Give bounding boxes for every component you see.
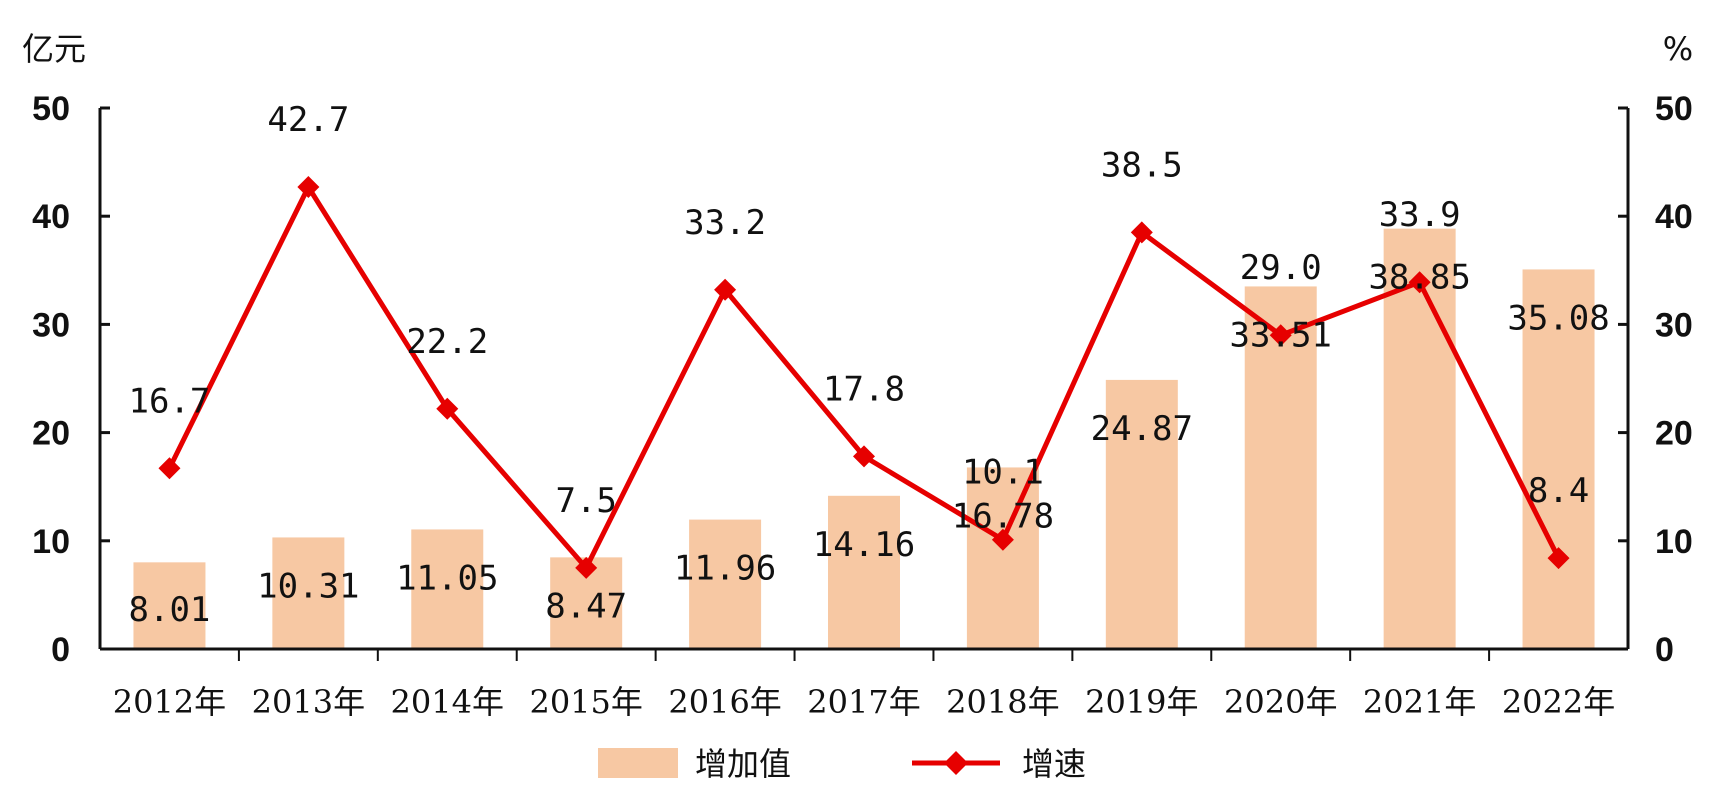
line-label-5: 17.8 [823,369,905,409]
bar-5 [828,495,900,649]
line-label-7: 38.5 [1101,145,1183,185]
line-label-1: 42.7 [267,100,349,140]
right-tick-label-5: 50 [1655,90,1693,128]
bar-label-1: 10.31 [257,566,359,606]
bar-10 [1522,269,1595,649]
bar-label-5: 14.16 [813,525,915,565]
line-marker-5 [853,445,875,468]
right-tick-label-4: 40 [1655,198,1693,236]
bar-label-3: 8.47 [545,586,627,626]
x-tick-label-1: 2013年 [252,683,365,721]
left-tick-label-1: 10 [32,523,70,561]
line-marker-6 [991,528,1014,551]
left-tick-label-5: 50 [32,90,70,128]
x-tick-label-5: 2017年 [807,683,920,721]
left-tick-label-4: 40 [32,198,70,236]
line-marker-1 [297,175,320,198]
bar-1 [272,537,345,649]
legend: 增加值 增速 [598,745,1086,783]
right-tick-label-0: 0 [1655,631,1674,669]
right-tick-label-1: 10 [1655,523,1693,561]
right-tick-label-2: 20 [1655,415,1693,453]
line-marker-9 [1408,271,1431,294]
axes [98,108,1630,651]
x-tick-label-4: 2016年 [668,683,781,721]
line-label-2: 22.2 [406,322,488,362]
bar-4 [689,519,762,649]
line-marker-2 [436,397,459,420]
line-label-6: 10.1 [962,453,1044,493]
line-series [158,175,1570,579]
line-label-10: 8.4 [1528,471,1589,511]
line-marker-4 [714,278,737,301]
data-labels: 16.7 42.7 22.2 7.5 33.2 17.8 10.1 38.5 29.0 33.9 8… [129,100,1610,630]
bar-label-10: 35.08 [1507,298,1609,338]
x-tick-label-2: 2014年 [391,683,504,721]
x-tick-label-0: 2012年 [113,683,226,721]
legend-bar-label: 增加值 [695,745,791,783]
line-label-0: 16.7 [129,381,211,421]
legend-line-marker [944,751,968,775]
right-tick-label-3: 30 [1655,306,1693,344]
bar-label-6: 16.78 [952,496,1054,536]
left-tick-label-3: 30 [32,306,70,344]
bar-8 [1244,286,1317,649]
x-tick-label-6: 2018年 [946,683,1059,721]
line-label-4: 33.2 [684,203,766,243]
ticks: 0 10 20 30 40 50 0 10 20 30 40 50 2012年 2013年 2014年 201… [32,90,1693,721]
x-tick-label-10: 2022年 [1502,683,1615,721]
bar-label-4: 11.96 [674,549,776,589]
line-marker-10 [1547,547,1570,570]
bar-6 [966,467,1039,649]
line-marker-3 [575,556,598,579]
bar-label-2: 11.05 [396,558,498,598]
x-tick-label-3: 2015年 [529,683,642,721]
line-marker-7 [1130,221,1153,244]
bar-series [133,228,1595,649]
x-tick-label-9: 2021年 [1363,683,1476,721]
line-label-8: 29.0 [1240,248,1322,288]
left-tick-label-2: 20 [32,415,70,453]
legend-line-label: 增速 [1022,745,1086,783]
bar-9 [1383,228,1456,649]
left-axis-unit: 亿元 [22,30,86,68]
bar-label-7: 24.87 [1091,409,1193,449]
line-marker-8 [1269,324,1292,347]
line-marker-0 [158,457,181,480]
legend-bar-swatch [598,748,678,778]
line-label-9: 33.9 [1379,195,1461,235]
bar-7 [1105,379,1178,649]
bar-label-0: 8.01 [129,590,211,630]
bar-2 [411,529,484,649]
left-tick-label-0: 0 [51,631,70,669]
bar-label-9: 38.85 [1368,258,1470,298]
bar-0 [133,562,206,649]
line-label-3: 7.5 [555,481,616,521]
x-tick-label-7: 2019年 [1085,683,1198,721]
x-tick-label-8: 2020年 [1224,683,1337,721]
right-axis-unit: % [1663,30,1693,68]
bar-label-8: 33.51 [1230,315,1332,355]
